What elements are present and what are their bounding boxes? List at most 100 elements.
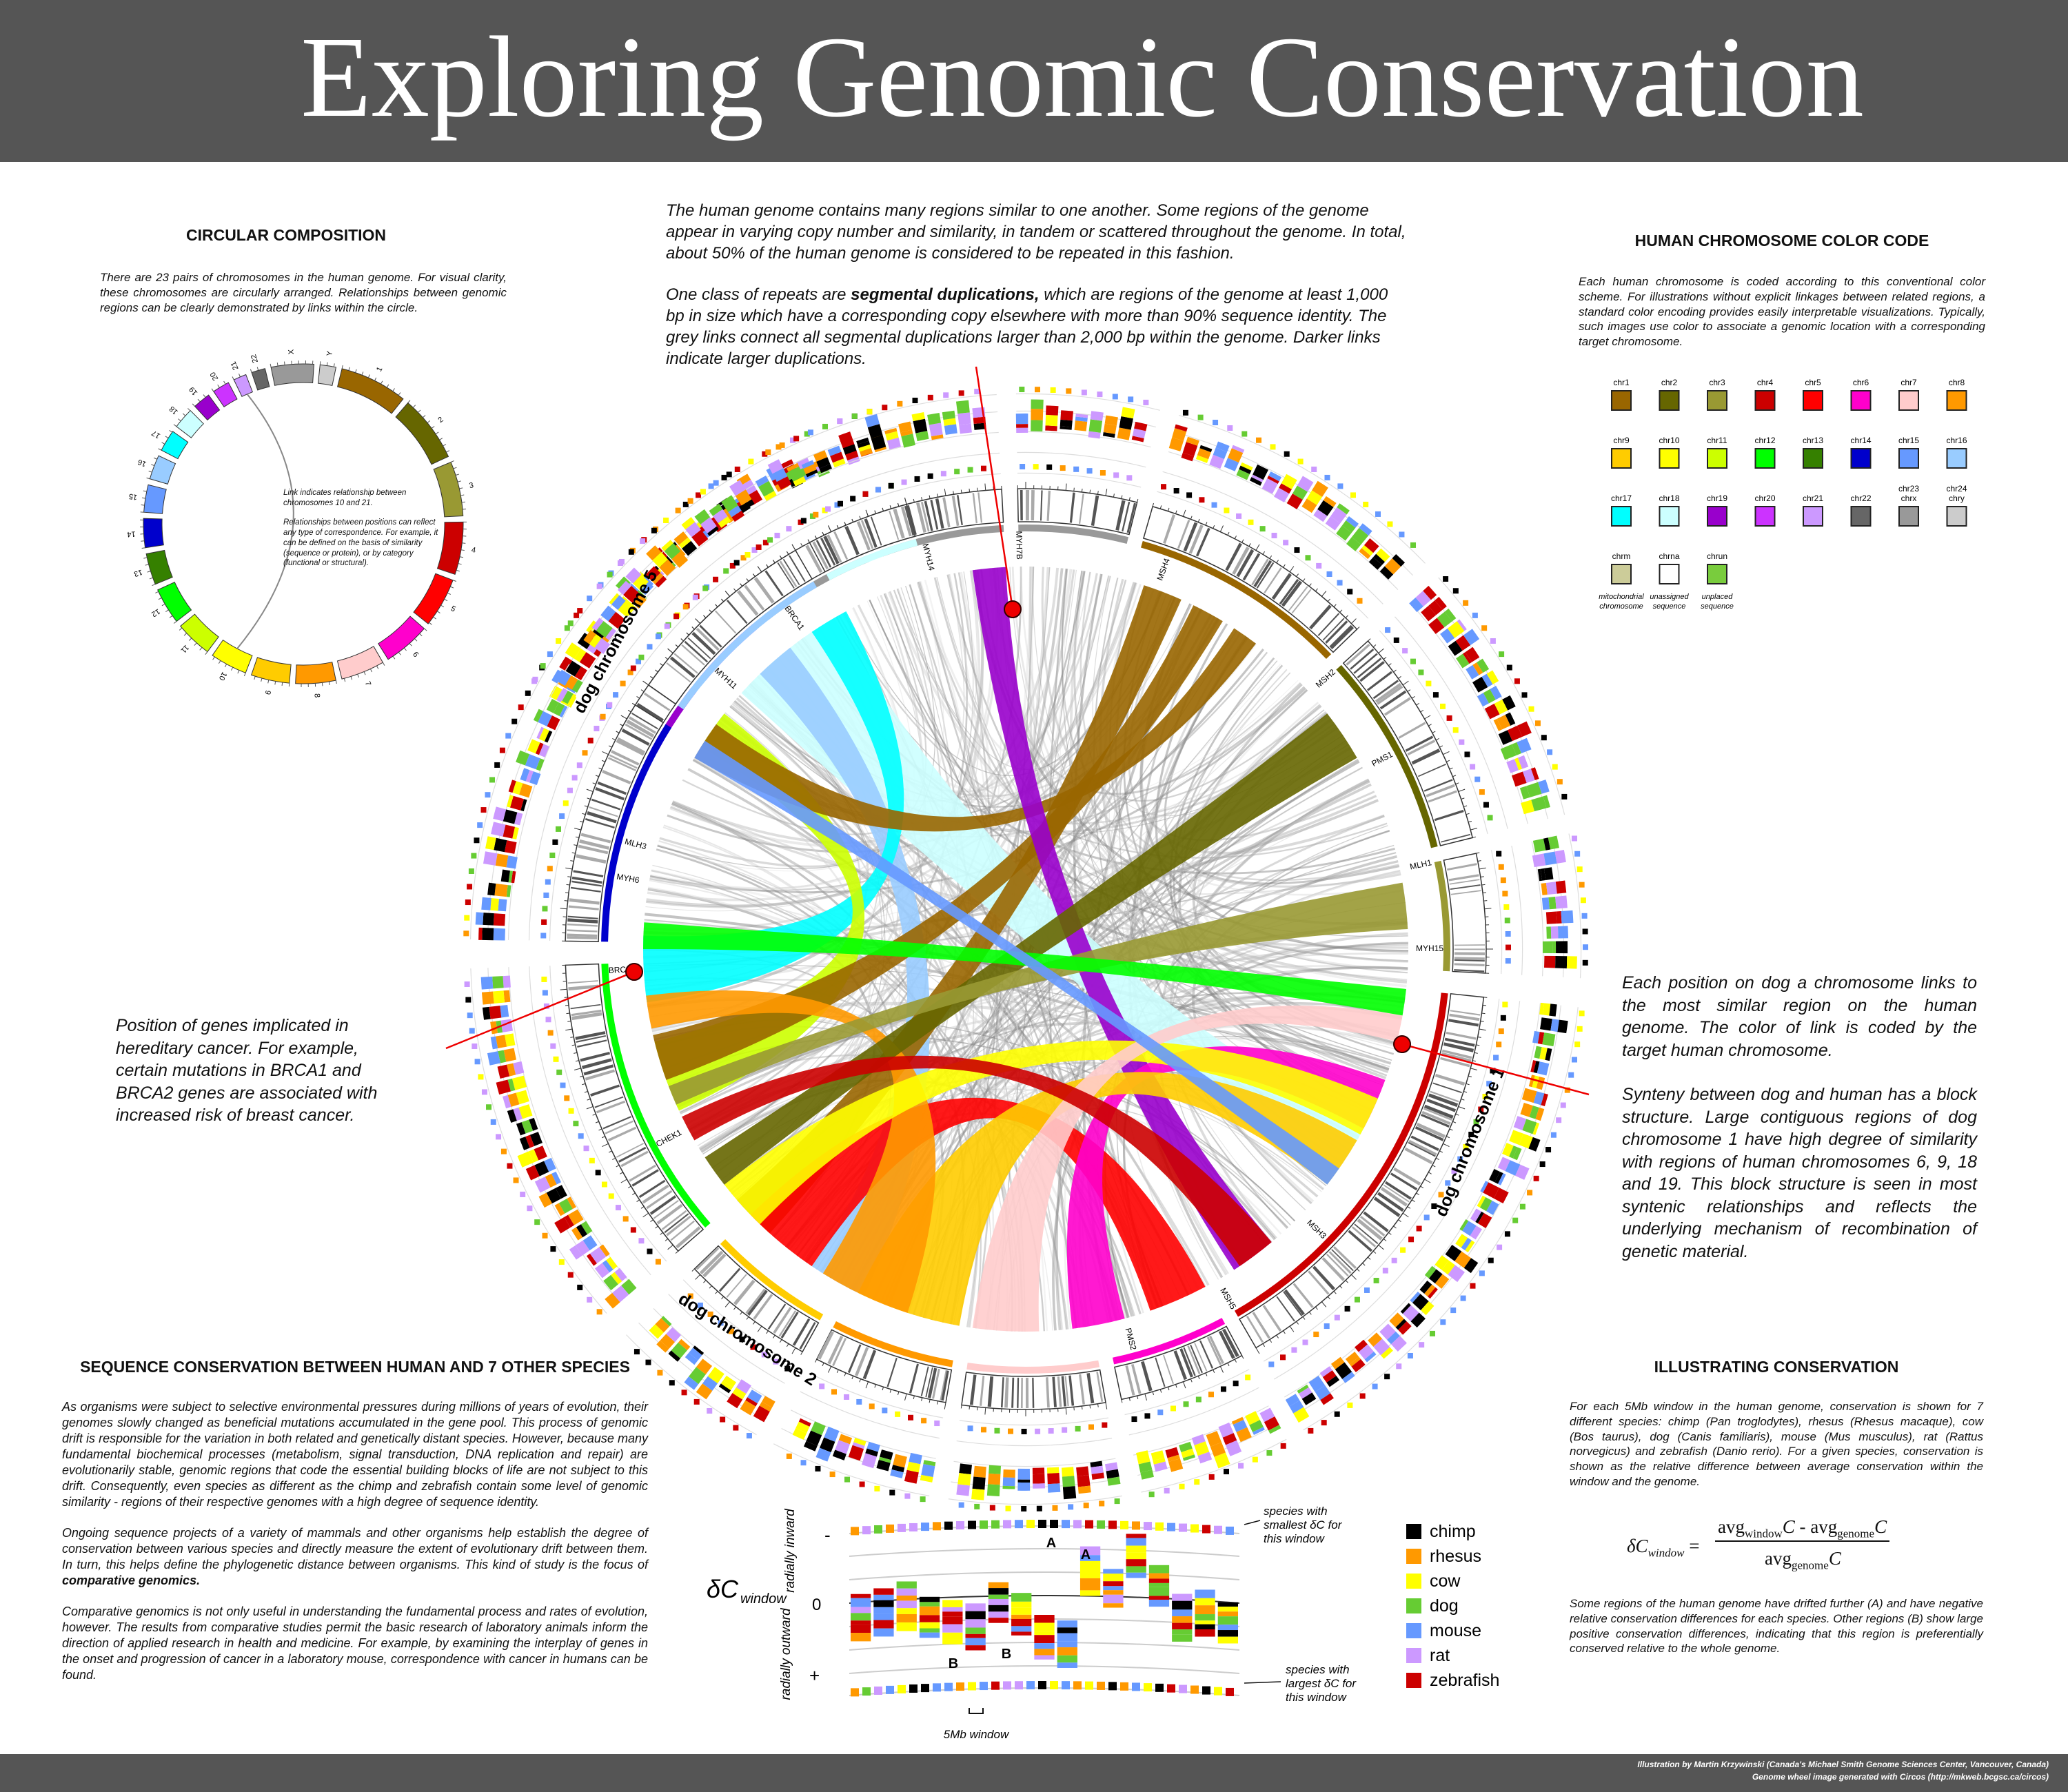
- illustration-bar: [1011, 1601, 1032, 1608]
- conservation-bar: [740, 1400, 756, 1416]
- illustration-bar: [919, 1628, 940, 1633]
- species-square: [1557, 779, 1563, 785]
- ideogram-tick: [457, 480, 461, 482]
- ideogram-tick: [237, 670, 240, 674]
- band: [666, 662, 691, 683]
- band: [1291, 589, 1312, 614]
- conservation-bar: [795, 1421, 810, 1434]
- grey-link: [1079, 571, 1399, 882]
- illustration-bar: [942, 1600, 963, 1607]
- legend-label: chimp: [1430, 1522, 1476, 1541]
- species-square: [897, 400, 903, 407]
- scale-tick: [579, 821, 584, 823]
- band: [1195, 527, 1210, 557]
- ribbon: [653, 605, 1223, 1080]
- conservation-bar: [509, 795, 525, 811]
- conservation-bar: [1465, 646, 1480, 662]
- chip-label: chr4: [1757, 378, 1774, 387]
- chip-label: chrna: [1659, 551, 1679, 561]
- species-square: [1026, 1520, 1035, 1529]
- ideogram-label: 1: [375, 365, 384, 373]
- scale-tick: [650, 676, 653, 679]
- color-chip: [1611, 448, 1632, 469]
- band: [581, 1058, 612, 1070]
- scale-tick: [929, 495, 931, 499]
- conservation-bar: [559, 656, 573, 671]
- conservation-bar: [1214, 1452, 1230, 1469]
- conservation-bar: [507, 1109, 517, 1123]
- band: [1025, 490, 1030, 521]
- band: [773, 1307, 792, 1334]
- band: [577, 1039, 607, 1048]
- scale-tick: [1167, 507, 1170, 511]
- conservation-bar: [1131, 436, 1144, 442]
- species-square: [889, 1489, 895, 1496]
- band: [1188, 525, 1204, 554]
- scale-tick: [1452, 1121, 1457, 1123]
- conservation-bar: [519, 783, 533, 798]
- symbol: δC: [1627, 1536, 1648, 1556]
- conservation-bar: [718, 516, 731, 528]
- text-run: Ongoing sequence projects of a variety o…: [62, 1526, 648, 1572]
- band: [1383, 1184, 1410, 1203]
- band: [718, 1267, 741, 1292]
- conservation-bar: [1456, 653, 1470, 669]
- species-square: [545, 1017, 551, 1023]
- scale-tick: [1388, 663, 1392, 666]
- species-square: [1144, 1522, 1152, 1531]
- band: [1430, 1090, 1459, 1103]
- note-line: Relationships between positions can refl…: [283, 518, 438, 568]
- conservation-bar: [1105, 1462, 1118, 1472]
- species-square: [974, 389, 980, 395]
- illustration-text: B: [949, 1656, 958, 1671]
- scale-tick: [582, 813, 586, 815]
- band: [1253, 560, 1273, 588]
- species-square: [761, 1352, 767, 1358]
- conservation-bar: [664, 542, 681, 560]
- scale-tick: [584, 1090, 588, 1093]
- illustration-text: largest δC for: [1286, 1677, 1357, 1690]
- scale-tick: [1362, 1263, 1366, 1266]
- species-square: [1155, 1683, 1164, 1692]
- band: [1333, 1246, 1357, 1270]
- conservation-bar: [1462, 1221, 1477, 1236]
- conservation-bar: [1379, 566, 1394, 580]
- band: [1246, 1316, 1264, 1343]
- conservation-bar: [1454, 1251, 1472, 1268]
- species-square: [1426, 680, 1432, 686]
- band: [669, 656, 696, 678]
- ideogram-tick: [270, 363, 272, 367]
- species-square: [1294, 547, 1300, 553]
- conservation-bar: [1483, 1182, 1499, 1199]
- species-square: [1035, 1428, 1041, 1434]
- conservation-bar: [1077, 1474, 1091, 1487]
- species-square: [525, 690, 531, 696]
- conservation-bar: [1435, 596, 1447, 610]
- species-square: [851, 413, 858, 419]
- color-chip: [1659, 564, 1680, 584]
- illustration-bar: [988, 1611, 1009, 1618]
- scale-tick: [786, 551, 789, 555]
- illustration-bar: [1034, 1622, 1055, 1631]
- species-square: [471, 853, 477, 859]
- species-square: [1528, 706, 1534, 712]
- conservation-bar: [575, 1240, 590, 1256]
- ideogram-segment: [317, 364, 337, 386]
- conservation-bar: [1390, 1336, 1407, 1352]
- band: [1373, 1197, 1401, 1217]
- conservation-bar: [842, 444, 857, 455]
- scale-tick: [874, 1384, 876, 1388]
- species-square: [807, 429, 813, 436]
- conservation-bar: [521, 1119, 534, 1134]
- illustration-bar: [965, 1633, 986, 1638]
- band: [1449, 879, 1480, 885]
- ideogram-tick: [148, 471, 152, 473]
- conservation-bar: [538, 744, 549, 757]
- band: [1079, 1374, 1085, 1405]
- band: [1408, 1139, 1437, 1156]
- conservation-bar: [1330, 1356, 1345, 1370]
- scale-tick: [1407, 1206, 1411, 1209]
- chip-label: chr9: [1613, 436, 1630, 445]
- band: [1410, 1135, 1439, 1151]
- conservation-bar: [1197, 1452, 1213, 1464]
